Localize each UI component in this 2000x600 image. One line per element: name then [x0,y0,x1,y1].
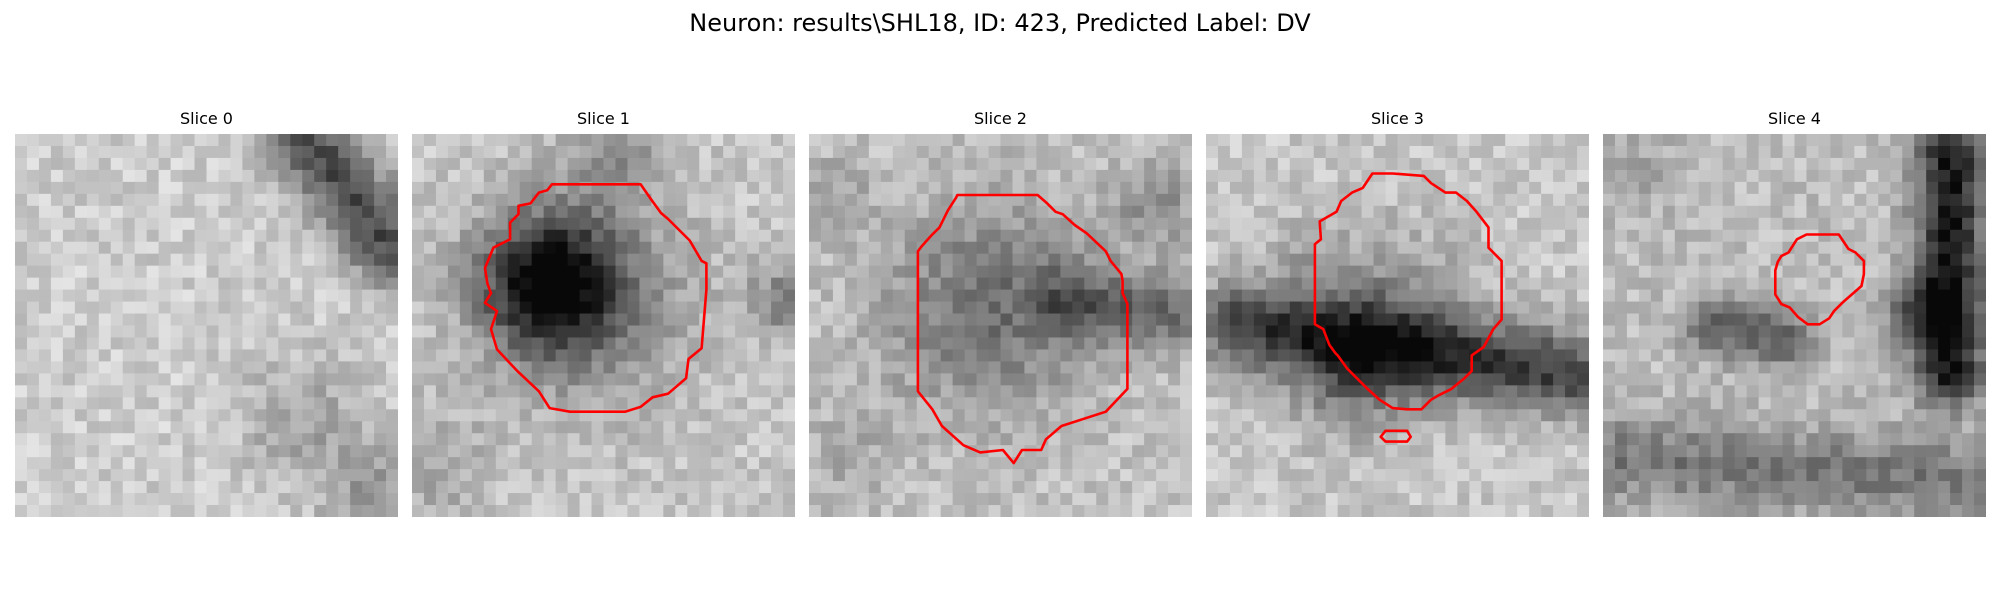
slice-3-title: Slice 3 [1371,109,1424,128]
slice-1-image [412,134,795,517]
slice-panel-3: Slice 3 [1206,108,1589,517]
slice-4-title: Slice 4 [1768,109,1821,128]
slice-0-title: Slice 0 [180,109,233,128]
slice-panel-0: Slice 0 [15,108,398,517]
slice-4-contour-0 [1774,233,1866,326]
slice-3-contour-1 [1379,429,1412,443]
slice-1-contour-0 [483,182,708,414]
figure-title: Neuron: results\SHL18, ID: 423, Predicte… [689,9,1311,37]
slice-panel-4: Slice 4 [1603,108,1986,517]
slice-panel-2: Slice 2 [809,108,1192,517]
slice-0-image [15,134,398,517]
slice-2-contour-0 [916,193,1129,465]
slice-4-image [1603,134,1986,517]
slice-3-contour-0 [1313,172,1503,411]
slice-2-title: Slice 2 [974,109,1027,128]
slice-1-title: Slice 1 [577,109,630,128]
slice-2-image [809,134,1192,517]
slice-3-image [1206,134,1589,517]
slice-panel-1: Slice 1 [412,108,795,517]
